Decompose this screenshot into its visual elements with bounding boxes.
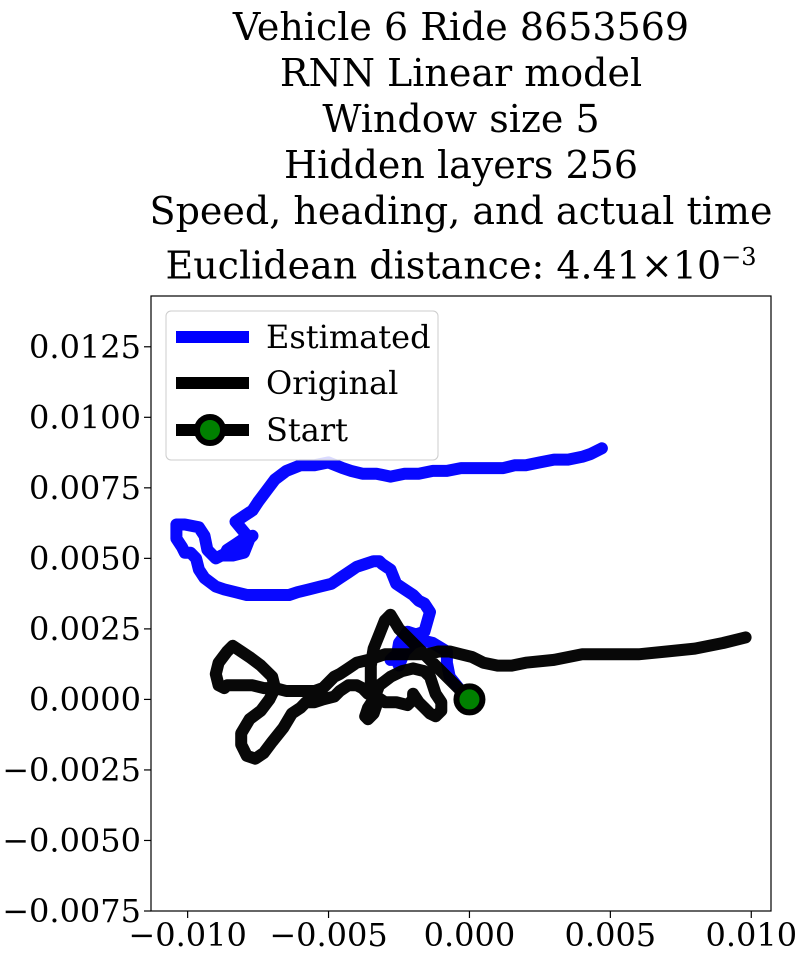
series-estimated-line	[170, 442, 608, 706]
y-tick-label: −0.0025	[2, 751, 141, 789]
y-tick-label: 0.0050	[29, 539, 141, 577]
metric-label: Euclidean distance: 4.41	[165, 243, 641, 288]
y-tick-label: 0.0025	[29, 610, 141, 648]
y-tick-label: 0.0075	[29, 469, 141, 507]
x-tick-label: 0.000	[424, 916, 516, 954]
legend-label-original: Original	[266, 364, 398, 402]
metric-exponent: −3	[721, 243, 757, 271]
title-line-2: RNN Linear model	[279, 51, 643, 95]
y-tick-label: 0.0100	[29, 398, 141, 436]
x-tick-label: 0.005	[565, 916, 657, 954]
y-axis: −0.0075 −0.0050 −0.0025 0.0000 0.0025 0.0050 0…	[2, 328, 151, 930]
legend-box	[165, 310, 439, 461]
x-tick-label: −0.010	[128, 916, 246, 954]
x-axis: −0.010 −0.005 0.000 0.005 0.010	[128, 911, 797, 954]
start-marker	[453, 683, 486, 716]
title-line-metric: Euclidean distance: 4.41×10−3	[0, 234, 802, 289]
y-tick-label: −0.0075	[2, 892, 141, 930]
plot-frame	[150, 295, 772, 912]
legend-marker-start	[194, 414, 226, 446]
metric-base: 10	[672, 243, 722, 288]
title-line-4: Hidden layers 256	[283, 143, 639, 187]
legend-label-estimated: Estimated	[266, 318, 431, 356]
chart-title: Vehicle 6 Ride 8653569 RNN Linear model …	[0, 4, 802, 289]
metric-times: ×	[640, 243, 673, 288]
y-tick-label: 0.0125	[29, 328, 141, 366]
y-tick-label: −0.0050	[2, 821, 141, 859]
x-tick-label: 0.010	[705, 916, 797, 954]
legend: Estimated Original Start	[165, 310, 439, 461]
series-layer	[170, 442, 752, 765]
y-tick-label: 0.0000	[29, 680, 141, 718]
series-original-line	[209, 608, 752, 765]
title-line-3: Window size 5	[322, 97, 600, 141]
title-line-1: Vehicle 6 Ride 8653569	[232, 5, 690, 49]
title-line-5: Speed, heading, and actual time	[149, 189, 773, 233]
x-tick-label: −0.005	[269, 916, 387, 954]
legend-label-start: Start	[266, 411, 348, 449]
